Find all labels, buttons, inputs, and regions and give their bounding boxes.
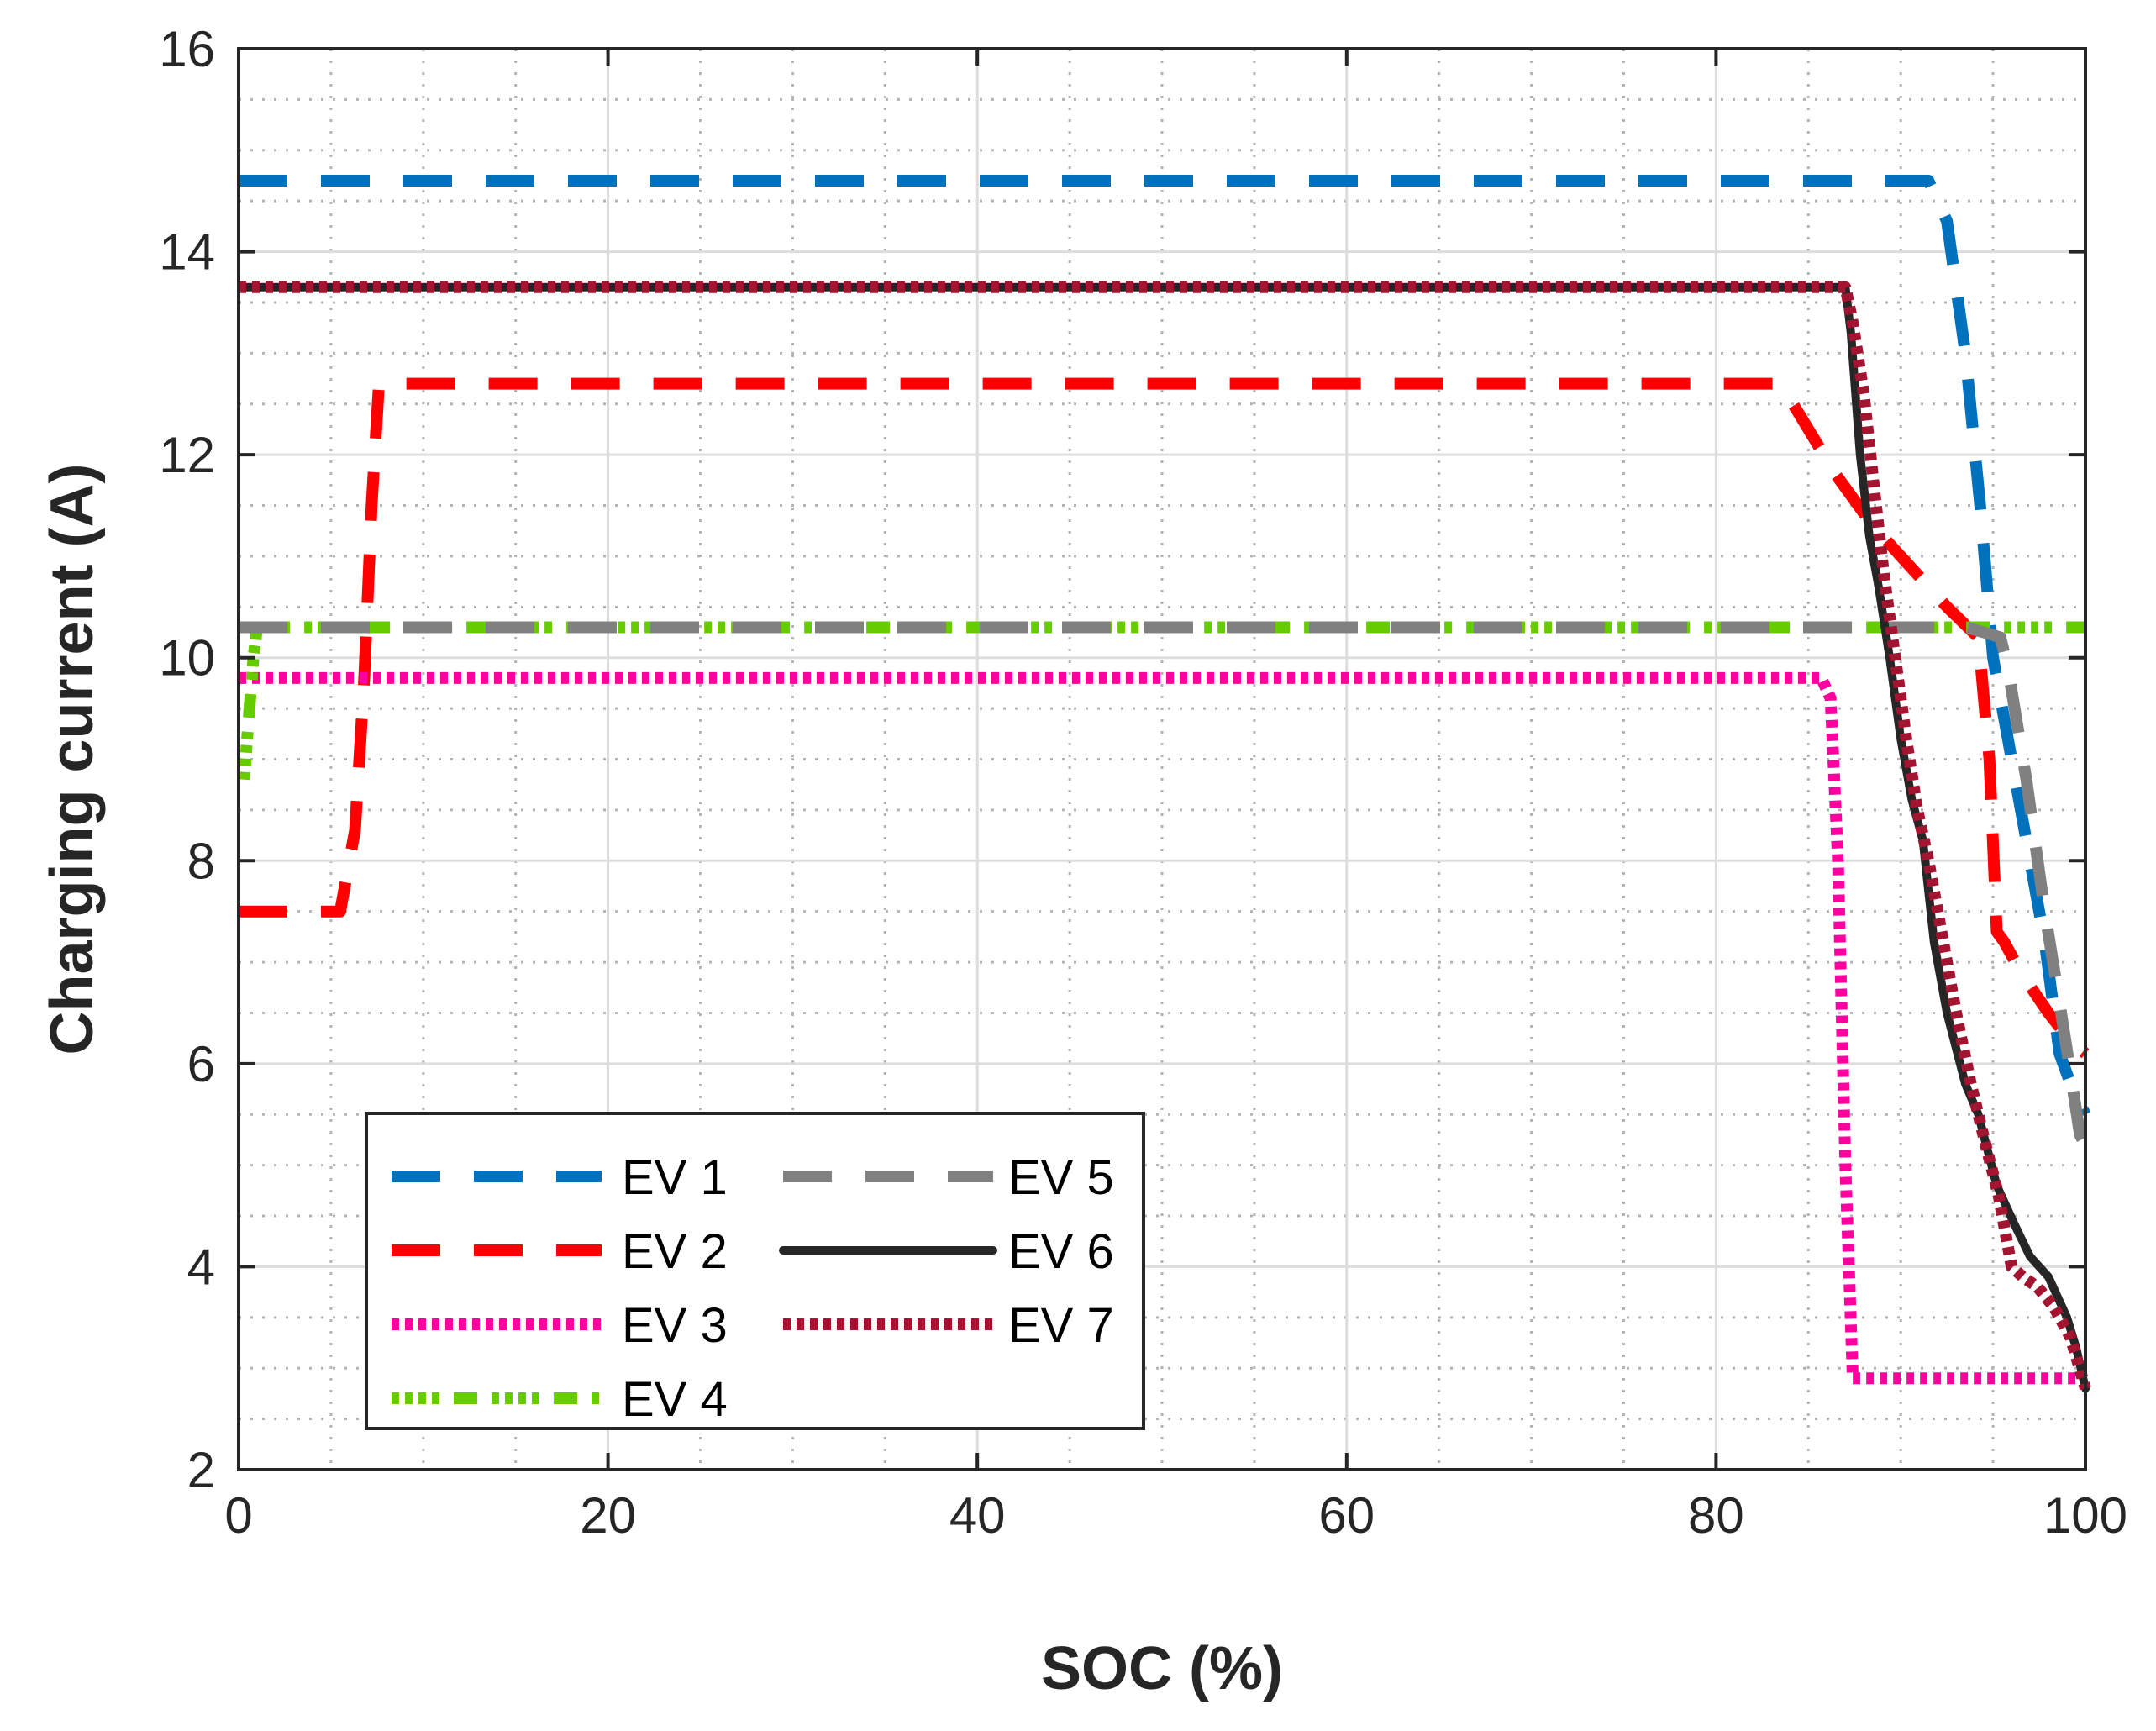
legend: EV 1 EV 2 EV 3 EV 4 EV 5 EV 6 EV 7 [365, 1112, 1145, 1430]
series-line-ev-2 [239, 377, 2090, 1059]
y-tick-label: 6 [187, 1036, 215, 1092]
y-axis-label: Charging current (A) [39, 463, 106, 1055]
series-layer [239, 175, 2091, 1393]
x-tick-label: 20 [580, 1487, 636, 1544]
y-tick-label: 14 [159, 224, 215, 281]
legend-label-ev-1: EV 1 [622, 1150, 728, 1205]
series-line-ev-1 [239, 175, 2091, 1118]
series-line-ev-6 [239, 282, 2090, 1393]
x-tick-label: 100 [2043, 1487, 2127, 1544]
x-tick-label: 60 [1318, 1487, 1375, 1544]
y-tick-label: 2 [187, 1442, 215, 1498]
y-tick-label: 4 [187, 1239, 215, 1295]
series-line-ev-3 [239, 671, 2085, 1385]
x-axis-label: SOC (%) [1041, 1635, 1283, 1702]
plot-frame [237, 47, 2087, 1471]
y-tick-label: 8 [187, 833, 215, 889]
y-tick-label: 10 [159, 630, 215, 687]
x-tick-label: 0 [224, 1487, 252, 1544]
series-line-ev-4 [239, 621, 2085, 781]
legend-label-ev-5: EV 5 [1008, 1150, 1114, 1205]
y-tick-label: 16 [159, 21, 215, 77]
x-tick-label: 80 [1688, 1487, 1744, 1544]
x-tick-label: 40 [949, 1487, 1006, 1544]
legend-box [365, 1112, 1145, 1430]
legend-label-ev-6: EV 6 [1008, 1224, 1114, 1279]
legend-label-ev-7: EV 7 [1008, 1298, 1114, 1353]
legend-label-ev-3: EV 3 [622, 1298, 728, 1353]
series-line-ev-5 [239, 621, 2091, 1148]
legend-label-ev-4: EV 4 [622, 1372, 728, 1427]
series-line-ev-7 [239, 281, 2091, 1391]
y-tick-label: 12 [159, 427, 215, 483]
legend-label-ev-2: EV 2 [622, 1224, 728, 1279]
tick-layer: 0 20 40 60 80 100 2 4 6 8 10 12 14 16 [159, 21, 2127, 1544]
